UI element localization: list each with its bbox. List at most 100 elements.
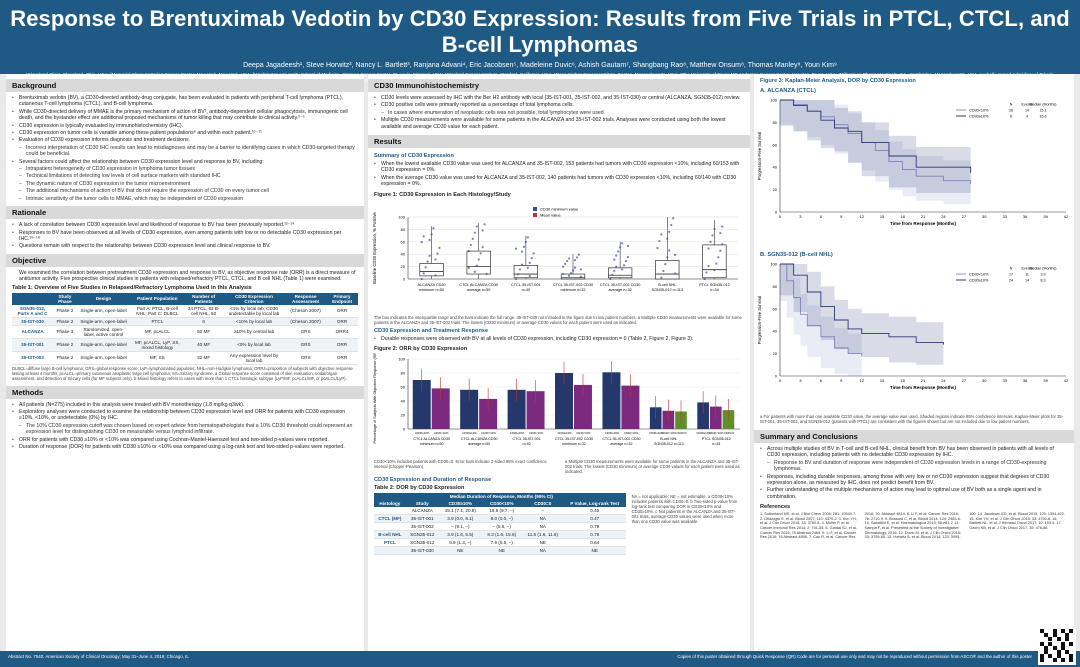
legend-stat: N: [1010, 103, 1013, 107]
list-item: Multiple CD30 measurements were availabl…: [374, 117, 744, 130]
data-point: [703, 277, 706, 280]
bar-category-label: CD30<10%: [709, 431, 724, 435]
data-point: [670, 223, 673, 226]
data-point: [713, 268, 716, 271]
data-point: [428, 238, 431, 241]
data-point: [424, 265, 427, 269]
objective-heading: Objective: [6, 253, 364, 267]
y-tick-label: 40: [401, 399, 406, 404]
table-cell: 35-IST-002: [405, 522, 439, 532]
data-point: [579, 267, 582, 271]
qr-code-icon[interactable]: [1038, 627, 1076, 665]
y-tick-label: 60: [401, 385, 406, 390]
qr-module: [1056, 650, 1061, 654]
qr-module: [1044, 650, 1049, 654]
data-point: [532, 251, 535, 255]
legend-stat: N: [1010, 267, 1013, 271]
data-point: [711, 233, 714, 237]
legend-label: CD30 minimum value: [540, 206, 579, 211]
table-cell: MF, SS: [130, 351, 185, 365]
data-point: [577, 253, 580, 256]
fig3b-title: B. SGN35-012 (B-cell NHL): [760, 252, 833, 258]
table-cell: 35-IST-030: [405, 546, 439, 556]
table-cell: 35-IST-001: [405, 514, 439, 524]
table-header: Number of Patients: [184, 292, 223, 305]
table2-group-header: Median Duration of Response, Months (95%…: [438, 493, 564, 501]
data-point: [528, 261, 531, 264]
table2-note: NA = not applicable; NE = not estimable.…: [631, 494, 738, 525]
bar-category-label: CD30≥10%: [605, 431, 620, 435]
table-cell: ALCANZA: [12, 325, 54, 339]
x-tick-label: n=40: [522, 288, 531, 292]
list-item: A lack of correlation between CD30 expre…: [12, 222, 358, 229]
table-cell: GRS: [285, 351, 327, 365]
table-cell: ORR: [326, 351, 358, 365]
table-cell: NA: [521, 546, 564, 556]
y-tick-label: 20: [401, 413, 406, 418]
table2: Median Duration of Response, Months (95%…: [374, 493, 626, 556]
list-item: Responses, including durable responses, …: [760, 474, 1068, 487]
data-point: [428, 254, 431, 257]
ihc-list: CD30 levels were assessed by IHC with th…: [374, 95, 744, 130]
table-cell: Single-arm, open-label: [76, 317, 131, 326]
x-tick-label: average n=50: [468, 442, 490, 446]
poster-title: Response to Brentuximab Vedotin by CD30 …: [10, 6, 1070, 57]
data-point: [621, 241, 624, 245]
list-item: While CD30-directed delivery of MMAE is …: [12, 109, 358, 122]
table-cell: <1% by local lab; CD30 undetectable by l…: [222, 304, 286, 318]
legend-stat: Events: [1022, 267, 1033, 271]
data-point: [473, 231, 476, 234]
y-tick-label: 0: [403, 276, 406, 281]
data-point: [518, 268, 522, 271]
background-list: Brentuximab vedotin (BV), a CD30-directe…: [12, 95, 358, 203]
bar-category-label: CD30<10%: [576, 431, 591, 435]
list-item: ORR for patients with CD30 ≥10% or <10% …: [12, 437, 358, 444]
data-point: [426, 260, 429, 263]
x-tick-label: CTCL 35-IST-001: [511, 283, 541, 287]
table-cell: 35-IST-001: [12, 338, 54, 352]
list-item: Duration of response (DOR) for patients …: [12, 444, 358, 451]
results-heading: Results: [368, 135, 750, 149]
y-tick-label: 40: [773, 329, 778, 334]
legend-stat: 15.1: [1040, 109, 1047, 113]
data-point: [615, 265, 618, 268]
bar-category-label: CD30≥10%: [463, 431, 478, 435]
fig2-note2: a Multiple CD30 measurements were availa…: [565, 459, 740, 475]
data-point: [660, 232, 663, 236]
y-axis-label: Progression-Free Survival: [757, 132, 762, 180]
x-tick-label: 3: [799, 214, 802, 219]
list-item: CD30 expression on tumor cells is variab…: [12, 130, 358, 137]
x-tick-label: minimum n=50: [419, 288, 444, 292]
table-cell: NE: [481, 546, 522, 556]
table-cell: 8.0 (0.0, –): [481, 514, 522, 524]
table-cell: MF, pcALCL, LyP, SS, mixed histology: [130, 338, 185, 352]
table-header: Patient Population: [130, 292, 185, 305]
table-cell: B-cell NHL: [374, 530, 406, 540]
column-middle: CD30 Immunohistochemistry CD30 levels we…: [368, 74, 750, 651]
table-cell: ORR: [326, 304, 358, 318]
qr-module: [1069, 641, 1074, 646]
abstract-citation: Abstract No. 7540. American Society of C…: [8, 654, 189, 659]
table-cell: –: [521, 507, 564, 516]
table1-note: DLBCL=diffuse large B-cell lymphoma; GRS…: [12, 365, 353, 381]
x-tick-label: 12: [859, 214, 864, 219]
table-cell: Phase 2: [53, 317, 77, 326]
data-point: [471, 237, 474, 240]
legend-stat: 8.3: [1041, 279, 1046, 283]
table-cell: SGN35-012, Parts A and C: [12, 304, 54, 318]
data-point: [430, 232, 433, 235]
rationale-heading: Rationale: [6, 206, 364, 220]
qr-module: [1061, 629, 1065, 633]
copyright-notice: Copies of this poster obtained through Q…: [677, 654, 1032, 659]
table-cell: NE: [438, 546, 482, 556]
table-row: B-cell NHL SGN35-012 3.9 (1.6, 5.5) 8.3 (1.…: [374, 530, 626, 540]
table-cell: NA: [521, 522, 564, 532]
data-point: [530, 256, 533, 259]
table-header: CD30=0: [521, 500, 564, 508]
table-cell: 6: [184, 317, 223, 326]
methods-list: All patients (N=275) included in this an…: [12, 402, 358, 451]
ihc-heading: CD30 Immunohistochemistry: [368, 79, 750, 92]
qr-module: [1048, 654, 1053, 659]
x-tick-label: 21: [921, 214, 926, 219]
